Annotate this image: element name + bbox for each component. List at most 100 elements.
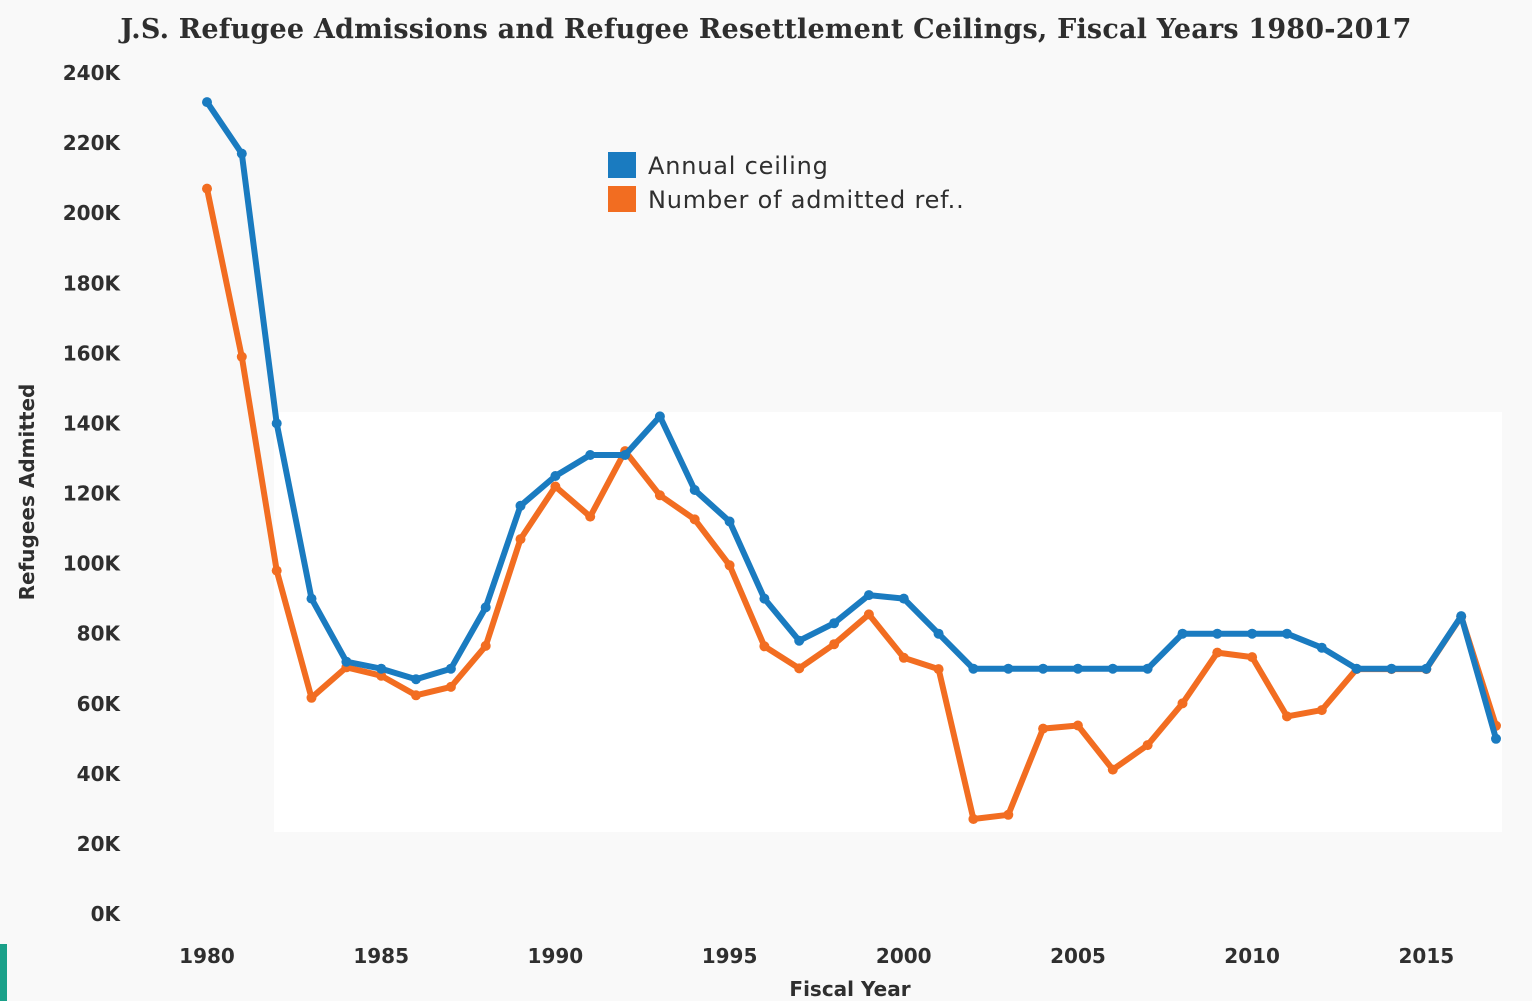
- data-point[interactable]: [1386, 663, 1397, 674]
- data-point[interactable]: [376, 663, 387, 674]
- data-point[interactable]: [445, 663, 456, 674]
- data-point[interactable]: [794, 635, 805, 646]
- data-point[interactable]: [236, 351, 247, 362]
- y-axis-title: Refugees Admitted: [15, 384, 39, 601]
- y-tick-label: 100K: [63, 552, 122, 576]
- data-point[interactable]: [1247, 628, 1258, 639]
- data-point[interactable]: [968, 663, 979, 674]
- data-point[interactable]: [759, 641, 770, 652]
- data-point[interactable]: [968, 814, 979, 824]
- data-point[interactable]: [1212, 628, 1223, 639]
- data-point[interactable]: [1003, 809, 1014, 820]
- data-point[interactable]: [1107, 764, 1118, 775]
- data-point[interactable]: [585, 511, 596, 522]
- data-point[interactable]: [1491, 733, 1501, 744]
- data-point[interactable]: [759, 593, 770, 604]
- data-point[interactable]: [585, 450, 596, 460]
- data-point[interactable]: [515, 534, 526, 545]
- legend: Annual ceiling Number of admitted ref..: [608, 152, 965, 214]
- data-point[interactable]: [411, 674, 421, 685]
- x-tick-label: 2015: [1398, 944, 1454, 968]
- data-point[interactable]: [933, 664, 944, 675]
- data-point[interactable]: [1038, 723, 1049, 734]
- x-tick-label: 2000: [876, 944, 932, 968]
- x-tick-label: 1995: [702, 944, 758, 968]
- data-point[interactable]: [341, 656, 352, 667]
- series-0: [202, 97, 1501, 744]
- data-point[interactable]: [829, 639, 840, 650]
- data-point[interactable]: [271, 565, 282, 576]
- series-1: [202, 183, 1501, 824]
- y-tick-label: 0K: [91, 902, 122, 926]
- data-point[interactable]: [689, 485, 700, 495]
- data-point[interactable]: [724, 516, 735, 527]
- data-point[interactable]: [898, 652, 909, 663]
- data-point[interactable]: [654, 490, 665, 501]
- data-point[interactable]: [863, 609, 874, 620]
- data-point[interactable]: [202, 183, 212, 194]
- legend-swatch: [608, 186, 636, 212]
- y-tick-label: 240K: [63, 61, 122, 85]
- y-tick-label: 220K: [63, 131, 122, 155]
- data-point[interactable]: [202, 97, 212, 108]
- data-point[interactable]: [620, 450, 631, 460]
- data-point[interactable]: [306, 692, 317, 703]
- data-point[interactable]: [1316, 705, 1327, 716]
- data-point[interactable]: [1247, 652, 1258, 663]
- data-point[interactable]: [1107, 663, 1118, 674]
- data-point[interactable]: [1282, 711, 1292, 722]
- data-point[interactable]: [1421, 663, 1432, 674]
- data-point[interactable]: [689, 514, 700, 525]
- y-tick-label: 20K: [77, 832, 122, 856]
- legend-label: Annual ceiling: [648, 152, 829, 180]
- data-point[interactable]: [1072, 720, 1083, 731]
- y-tick-label: 120K: [63, 482, 122, 506]
- data-point[interactable]: [1177, 628, 1188, 639]
- data-point[interactable]: [724, 560, 735, 571]
- data-point[interactable]: [1177, 698, 1188, 709]
- data-point[interactable]: [480, 602, 491, 613]
- data-point[interactable]: [794, 663, 805, 674]
- data-point[interactable]: [1003, 663, 1014, 674]
- data-point[interactable]: [654, 411, 665, 422]
- data-point[interactable]: [1351, 663, 1362, 674]
- data-point[interactable]: [829, 618, 840, 629]
- data-point[interactable]: [445, 681, 456, 692]
- y-tick-label: 180K: [63, 271, 122, 295]
- data-point[interactable]: [1142, 663, 1153, 674]
- series-line: [204, 99, 1499, 742]
- y-tick-label: 140K: [63, 411, 122, 435]
- x-axis-ticks: 1980 1985 1990 1995 2000 2005 2010 2015: [179, 944, 1454, 968]
- data-point[interactable]: [550, 481, 561, 492]
- data-point[interactable]: [1456, 611, 1467, 622]
- data-point[interactable]: [1142, 740, 1153, 751]
- data-point[interactable]: [271, 418, 282, 429]
- data-point[interactable]: [515, 500, 526, 511]
- edge-accent: [0, 944, 7, 1001]
- data-point[interactable]: [933, 628, 944, 639]
- y-axis-ticks: 0K 20K 40K 60K 80K 100K 120K 140K 160K 180K 200K 22…: [63, 61, 122, 926]
- x-tick-label: 2005: [1050, 944, 1106, 968]
- data-point[interactable]: [306, 593, 317, 604]
- data-point[interactable]: [236, 148, 247, 159]
- x-tick-label: 1980: [179, 944, 235, 968]
- x-axis-title: Fiscal Year: [789, 977, 910, 1001]
- data-point[interactable]: [1212, 647, 1223, 658]
- data-point[interactable]: [411, 690, 421, 701]
- y-tick-label: 160K: [63, 341, 122, 365]
- data-point[interactable]: [863, 590, 874, 601]
- x-tick-label: 1985: [353, 944, 409, 968]
- legend-swatch: [608, 152, 636, 178]
- data-point[interactable]: [1316, 642, 1327, 653]
- y-tick-label: 80K: [77, 622, 122, 646]
- data-point[interactable]: [480, 640, 491, 651]
- data-point[interactable]: [376, 670, 387, 681]
- chart-title: J.S. Refugee Admissions and Refugee Rese…: [120, 14, 1412, 45]
- data-point[interactable]: [550, 471, 561, 481]
- legend-label: Number of admitted ref..: [648, 186, 965, 214]
- data-point[interactable]: [1282, 628, 1292, 639]
- data-point[interactable]: [1072, 663, 1083, 674]
- data-point[interactable]: [898, 593, 909, 604]
- data-point[interactable]: [1038, 663, 1049, 674]
